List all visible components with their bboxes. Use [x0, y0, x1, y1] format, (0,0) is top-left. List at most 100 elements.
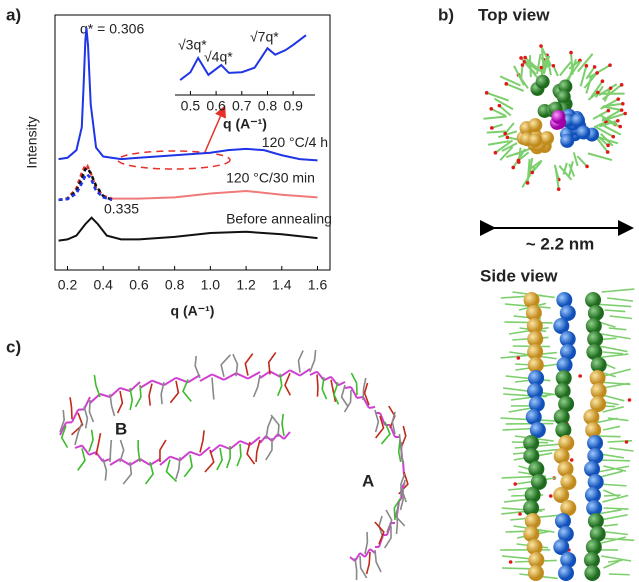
sphere: [524, 487, 541, 503]
sphere: [560, 500, 577, 516]
sphere: [528, 118, 543, 133]
side-chain: [608, 327, 627, 331]
side-chain: [536, 53, 542, 75]
side-chain: [498, 130, 518, 139]
side-chain: [593, 303, 632, 308]
side-group: [400, 473, 406, 497]
sphere: [523, 435, 540, 451]
line-series: [58, 166, 113, 202]
atom: [522, 60, 527, 64]
sphere: [555, 370, 572, 386]
backbone: [189, 450, 201, 457]
side-group: [74, 422, 83, 446]
side-chain: [603, 124, 622, 136]
side-group: [194, 355, 201, 379]
sphere: [528, 396, 545, 412]
backbone: [119, 458, 131, 466]
side-chain: [552, 65, 559, 77]
sphere: [527, 357, 544, 373]
side-group: [134, 384, 142, 408]
side-chain: [576, 155, 588, 168]
side-group: [226, 445, 231, 469]
atom: [600, 79, 605, 84]
side-group: [102, 458, 108, 481]
side-group: [236, 443, 242, 467]
backbone: [74, 444, 83, 449]
side-chain: [524, 56, 542, 72]
side-chain: [531, 161, 542, 174]
side-group: [385, 509, 393, 533]
side-chain: [607, 120, 621, 128]
atom: [551, 63, 556, 68]
view-title: Side view: [480, 266, 558, 285]
side-chain: [607, 439, 633, 443]
side-group: [160, 382, 165, 405]
side-group: [354, 557, 358, 581]
side-group: [276, 373, 283, 397]
atom: [623, 111, 627, 116]
panel-label: b): [438, 5, 454, 24]
sphere: [559, 344, 576, 360]
backbone: [199, 373, 213, 382]
side-chain: [607, 297, 634, 302]
atom: [516, 356, 521, 360]
sphere: [528, 461, 545, 477]
sphere: [585, 422, 602, 438]
backbone: [219, 444, 231, 450]
atom: [539, 44, 543, 48]
side-chain: [585, 74, 593, 94]
side-group: [175, 457, 181, 480]
side-chain: [514, 147, 531, 156]
x-axis-label: q (A⁻¹): [223, 116, 267, 132]
sphere: [583, 409, 600, 425]
backbone: [369, 548, 376, 554]
side-group: [216, 447, 223, 471]
sphere: [576, 125, 591, 140]
side-group: [244, 353, 254, 376]
backbone: [149, 458, 161, 466]
side-group: [88, 429, 94, 453]
side-chain: [523, 61, 540, 81]
backbone: [229, 440, 241, 450]
sphere: [528, 552, 545, 568]
backbone: [368, 406, 376, 409]
sphere: [560, 552, 577, 568]
side-group: [95, 433, 102, 456]
x-tick-label: 1.4: [272, 277, 292, 293]
line-series: [112, 189, 318, 200]
backbone: [211, 373, 225, 381]
x-tick-label: 1.0: [201, 277, 221, 293]
sphere: [584, 461, 601, 477]
atom: [592, 65, 597, 69]
sphere: [560, 474, 577, 490]
side-chain: [587, 152, 613, 162]
atom: [608, 86, 613, 90]
side-group: [270, 414, 280, 438]
segment-label: A: [362, 471, 374, 490]
side-chain: [491, 123, 503, 129]
atom: [569, 50, 573, 55]
sphere: [560, 133, 575, 148]
atom: [520, 63, 525, 67]
side-group: [77, 448, 86, 471]
molecular-models: [59, 44, 635, 581]
side-group: [148, 383, 153, 406]
backbone: [356, 396, 364, 399]
side-chain: [505, 82, 525, 92]
sphere: [553, 487, 570, 503]
sphere: [526, 318, 543, 334]
backbone: [199, 446, 211, 457]
backbone: [169, 455, 181, 462]
side-chain: [603, 102, 623, 108]
plot-frame: [54, 14, 331, 271]
sphere: [587, 474, 604, 490]
atom: [503, 131, 507, 136]
side-chain: [594, 125, 614, 138]
atom: [530, 170, 535, 175]
sphere: [559, 305, 576, 321]
side-chain: [528, 55, 532, 78]
sphere: [558, 396, 575, 412]
backbone: [259, 370, 271, 379]
side-group: [363, 382, 370, 406]
side-chain: [601, 555, 632, 562]
